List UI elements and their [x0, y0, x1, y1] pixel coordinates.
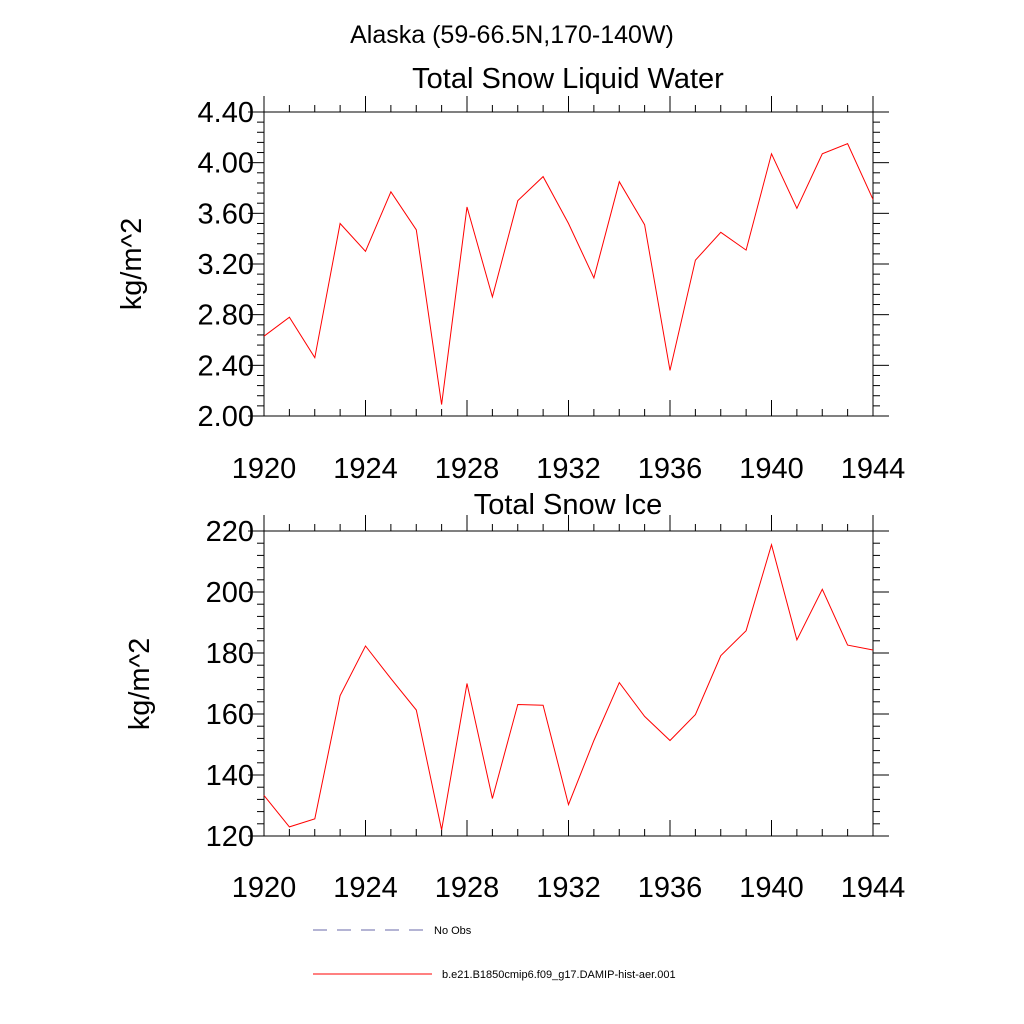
panel-0-series [263, 143, 874, 405]
x-tick-label: 1928 [435, 872, 500, 904]
y-axis-label: kg/m^2 [116, 218, 148, 311]
y-tick-label: 2.40 [198, 350, 254, 382]
y-tick-label: 2.00 [198, 401, 254, 433]
y-tick-label: 4.00 [198, 148, 254, 180]
series-line [263, 143, 874, 405]
y-tick-label: 3.20 [198, 249, 254, 281]
panel-snow-liquid-water: Total Snow Liquid Water 1920 1924 1928 1932… [116, 63, 905, 485]
x-tick-label: 1920 [232, 453, 297, 485]
panel-1-tick-labels: 1920 1924 1928 1932 1936 1940 1944 120 140 160 180… [206, 516, 906, 904]
x-tick-label: 1936 [638, 872, 703, 904]
y-axis-label: kg/m^2 [124, 638, 156, 731]
x-tick-label: 1928 [435, 453, 500, 485]
x-tick-label: 1920 [232, 872, 297, 904]
x-tick-label: 1940 [739, 453, 804, 485]
x-tick-label: 1924 [333, 453, 398, 485]
legend-label-no-obs: No Obs [434, 925, 472, 937]
y-tick-label: 140 [206, 760, 254, 792]
panel-title-snow-liquid-water: Total Snow Liquid Water [412, 63, 724, 95]
panel-0-tick-labels: 1920 1924 1928 1932 1936 1940 1944 2.00 2.40 2.80… [198, 97, 906, 485]
plot-frame [263, 111, 874, 417]
x-tick-label: 1944 [841, 453, 906, 485]
y-tick-label: 180 [206, 638, 254, 670]
panel-0-ticks [248, 96, 889, 417]
panel-snow-ice: Total Snow Ice 1920 1924 1928 1932 1936 1940 1… [124, 489, 905, 904]
figure-title: Alaska (59-66.5N,170-140W) [350, 21, 674, 49]
y-tick-label: 220 [206, 516, 254, 548]
x-tick-label: 1936 [638, 453, 703, 485]
x-tick-label: 1944 [841, 872, 906, 904]
panel-1-ticks [248, 515, 889, 837]
plot-frame [263, 530, 874, 837]
x-tick-label: 1932 [536, 872, 601, 904]
y-tick-label: 3.60 [198, 198, 254, 230]
y-tick-label: 4.40 [198, 97, 254, 129]
y-tick-label: 200 [206, 577, 254, 609]
legend: No Obs b.e21.B1850cmip6.f09_g17.DAMIP-hi… [313, 925, 676, 981]
panel-1-series [263, 542, 874, 831]
legend-label-model: b.e21.B1850cmip6.f09_g17.DAMIP-hist-aer.… [442, 969, 676, 981]
y-tick-label: 160 [206, 699, 254, 731]
y-tick-label: 2.80 [198, 300, 254, 332]
x-tick-label: 1924 [333, 872, 398, 904]
y-tick-label: 120 [206, 821, 254, 853]
series-line [263, 542, 874, 831]
x-tick-label: 1932 [536, 453, 601, 485]
x-tick-label: 1940 [739, 872, 804, 904]
